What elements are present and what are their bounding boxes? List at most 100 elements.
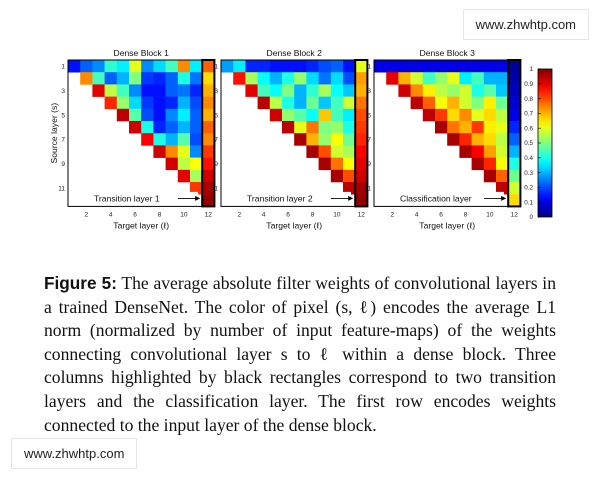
heatmap-cell [116, 108, 130, 122]
heatmap-cell [355, 96, 368, 110]
heatmap-cell [496, 145, 509, 158]
heatmap-cell [282, 72, 295, 85]
heatmap-panel-1: Dense Block 1 Transition layer 1 2 4 6 8 10 12 1… [58, 48, 216, 230]
heatmap-cell [343, 121, 356, 134]
panel-title: Dense Block 1 [113, 48, 169, 58]
heatmap-cell [471, 145, 485, 158]
heatmap-cell [483, 157, 497, 171]
heatmap-cell [190, 133, 203, 146]
heatmap-cell [177, 108, 191, 122]
heatmap-cell [177, 60, 191, 73]
heatmap-cell [447, 60, 460, 73]
heatmap-cell [447, 133, 460, 146]
heatmap-cell [398, 60, 411, 73]
heatmap-cell [177, 145, 191, 158]
heatmap-cell [257, 84, 271, 97]
heatmap-cell [165, 60, 179, 73]
heatmap-cell [459, 96, 472, 110]
x-tick-label: 10 [180, 211, 188, 218]
heatmap-cell [508, 145, 521, 158]
heatmap-cell [355, 84, 368, 97]
watermark-bottom: www.zhwhtp.com [12, 439, 137, 468]
heatmap-cell [483, 169, 497, 183]
heatmap-cell [80, 72, 93, 85]
heatmap-cell [330, 145, 344, 158]
heatmap-cell [318, 145, 332, 158]
heatmap-cell [422, 108, 436, 122]
x-tick-label: 6 [439, 211, 443, 218]
heatmap-cell [116, 96, 130, 110]
x-tick-label: 12 [511, 211, 519, 218]
heatmap-cell [330, 133, 344, 146]
heatmap-cell [355, 108, 368, 122]
x-tick-label: 2 [84, 211, 88, 218]
heatmap-cell [257, 60, 271, 73]
heatmap-cell [92, 72, 105, 85]
colorbar-tick-label: 0.9 [524, 81, 533, 88]
heatmap-cell [355, 145, 368, 158]
heatmap-cell [355, 60, 368, 73]
heatmap-cell [330, 96, 344, 110]
x-tick-label: 4 [415, 211, 419, 218]
heatmap-cell [496, 133, 509, 146]
x-tick-label: 8 [464, 211, 468, 218]
heatmap-cell [343, 96, 356, 110]
heatmap-cell [447, 108, 460, 122]
watermark-top: www.zhwhtp.com [463, 10, 588, 39]
y-tick-label: 9 [367, 161, 371, 168]
highlight-arrow-head [348, 195, 354, 201]
heatmap-cell [508, 84, 521, 97]
heatmap-cell [165, 121, 179, 134]
heatmap-cell [447, 72, 460, 85]
x-tick-label: 4 [109, 211, 113, 218]
y-tick-label: 3 [367, 88, 371, 95]
heatmap-cell [294, 60, 307, 73]
heatmap-cell [202, 72, 215, 85]
x-tick-label: 6 [286, 211, 290, 218]
heatmap-cell [318, 72, 332, 85]
y-tick-label: 9 [61, 161, 65, 168]
heatmap-cell [343, 145, 356, 158]
heatmap-cell [190, 60, 203, 73]
highlight-label-box [396, 191, 504, 205]
heatmap-cell [269, 84, 283, 97]
x-axis-label: Target layer (ℓ) [113, 220, 169, 230]
heatmap-cell [282, 96, 295, 110]
heatmap-cell [508, 96, 521, 110]
heatmap-cell [471, 133, 485, 146]
heatmap-cell [496, 182, 509, 195]
colorbar-tick-label: 0.1 [524, 199, 533, 206]
highlight-column-frame [201, 59, 216, 208]
heatmap-cell [190, 169, 203, 183]
y-tick-label: 7 [61, 137, 65, 144]
heatmap-cell [116, 72, 130, 85]
heatmap-cell [306, 60, 319, 73]
heatmap-cell [245, 84, 258, 97]
heatmap-cell [374, 60, 387, 73]
y-tick-label: 1 [214, 64, 218, 71]
heatmap-cell [422, 96, 436, 110]
heatmap-cell [410, 72, 424, 85]
heatmap-cell [459, 72, 472, 85]
heatmap-cell [141, 60, 154, 73]
heatmap-cell [435, 108, 448, 122]
heatmap-cell [165, 133, 179, 146]
heatmap-cell [141, 133, 154, 146]
heatmap-cell [471, 84, 485, 97]
heatmap-cell [190, 84, 203, 97]
colorbar-tick-label: 0.6 [524, 125, 533, 132]
heatmap-cell [233, 72, 246, 85]
heatmap-cell [153, 96, 166, 110]
heatmap-cell [306, 108, 319, 122]
heatmap-cell [447, 84, 460, 97]
heatmap-cell [153, 133, 166, 146]
heatmap-cell [483, 133, 497, 146]
heatmap-cell [318, 96, 332, 110]
heatmap-cell [386, 60, 399, 73]
x-axis-label: Target layer (ℓ) [266, 220, 322, 230]
heatmap-cell [435, 96, 448, 110]
heatmap-cell [202, 108, 215, 122]
heatmap-cell [496, 84, 509, 97]
caption-text: The average absolute filter weights of c… [44, 273, 556, 435]
